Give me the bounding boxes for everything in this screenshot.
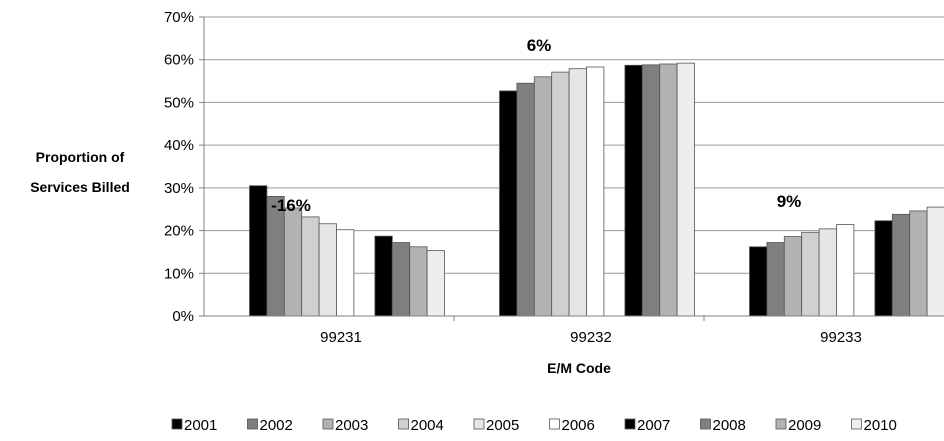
bar-99231-2004	[301, 216, 320, 317]
x-tick-label: 99231	[320, 329, 362, 346]
bar-99233-2004	[801, 231, 820, 317]
annotation-99231: -16%	[271, 196, 311, 215]
bar-99231-2006	[336, 229, 355, 317]
bar-99232-2008	[641, 64, 661, 317]
y-axis-title-line-1: Proportion of	[36, 149, 125, 165]
bar-99232-2009	[659, 63, 678, 317]
bar-99232-2010	[676, 62, 695, 317]
x-axis-title: E/M Code	[547, 360, 611, 376]
y-tick-label: 50%	[164, 94, 194, 111]
bar-99232-2003	[533, 76, 553, 317]
bar-99233-2003	[783, 236, 803, 317]
bar-99231-2007	[374, 235, 393, 317]
x-tick-label: 99232	[570, 329, 612, 346]
legend-label-2006: 2006	[562, 417, 595, 434]
legend-swatch-2004	[398, 418, 409, 430]
bar-99231-2001	[249, 185, 268, 317]
legend-label-2005: 2005	[486, 417, 519, 434]
bar-99233-2007	[874, 220, 893, 317]
bar-99233-2002	[766, 242, 785, 317]
axes	[199, 16, 944, 321]
bar-99233-2005	[818, 228, 837, 317]
bar-99233-2008	[891, 213, 911, 317]
bar-99233-2010	[926, 206, 944, 317]
y-tick-label: 0%	[172, 308, 194, 325]
legend-swatch-2009	[775, 418, 787, 430]
legend-swatch-2007	[624, 418, 636, 430]
y-tick-label: 40%	[164, 137, 194, 154]
y-tick-label: 20%	[164, 223, 194, 240]
bar-99231-2003	[283, 207, 303, 317]
legend-swatch-2003	[322, 418, 334, 430]
bar-99231-2009	[409, 246, 428, 317]
legend-label-2007: 2007	[637, 417, 670, 434]
legend-label-2004: 2004	[411, 417, 444, 434]
legend-swatch-2005	[473, 418, 485, 430]
legend-label-2001: 2001	[184, 417, 217, 434]
y-tick-label: 70%	[164, 9, 194, 26]
y-tick-label: 10%	[164, 265, 194, 282]
bar-99232-2001	[499, 90, 518, 317]
x-tick-labels: 99231 99232 99233	[320, 329, 862, 346]
annotation-99233: 9%	[777, 192, 802, 211]
y-tick-label: 30%	[164, 180, 194, 197]
legend-label-2002: 2002	[260, 417, 293, 434]
bars	[249, 62, 944, 317]
bar-99232-2002	[516, 82, 535, 317]
bar-99233-2006	[836, 224, 855, 317]
legend-swatch-2010	[851, 418, 862, 430]
annotation-99232: 6%	[527, 36, 552, 55]
legend-swatch-2001	[171, 418, 183, 430]
bar-99231-2005	[318, 223, 337, 317]
legend-label-2009: 2009	[788, 417, 821, 434]
y-tick-labels: 0% 10% 20% 30% 40% 50% 60% 70%	[164, 9, 194, 325]
bar-99231-2008	[391, 242, 411, 317]
bar-99232-2007	[624, 64, 643, 317]
legend-swatch-2008	[700, 418, 711, 430]
legend-swatch-2006	[549, 418, 560, 430]
legend-swatch-2002	[247, 418, 258, 430]
bar-99232-2006	[586, 66, 605, 317]
bar-99232-2005	[568, 68, 587, 317]
y-tick-label: 60%	[164, 52, 194, 69]
legend-label-2008: 2008	[713, 417, 746, 434]
legend-label-2010: 2010	[864, 417, 897, 434]
x-tick-label: 99233	[820, 329, 862, 346]
legend: 2001 2002 2003 2004 2005 2006 2007 2008 2009 2010	[171, 417, 897, 434]
legend-label-2003: 2003	[335, 417, 368, 434]
bar-99232-2004	[551, 71, 570, 317]
y-axis-title-line-2: Services Billed	[30, 179, 130, 195]
bar-99233-2009	[909, 210, 928, 317]
bar-99233-2001	[749, 246, 768, 317]
bar-99231-2010	[426, 250, 445, 317]
